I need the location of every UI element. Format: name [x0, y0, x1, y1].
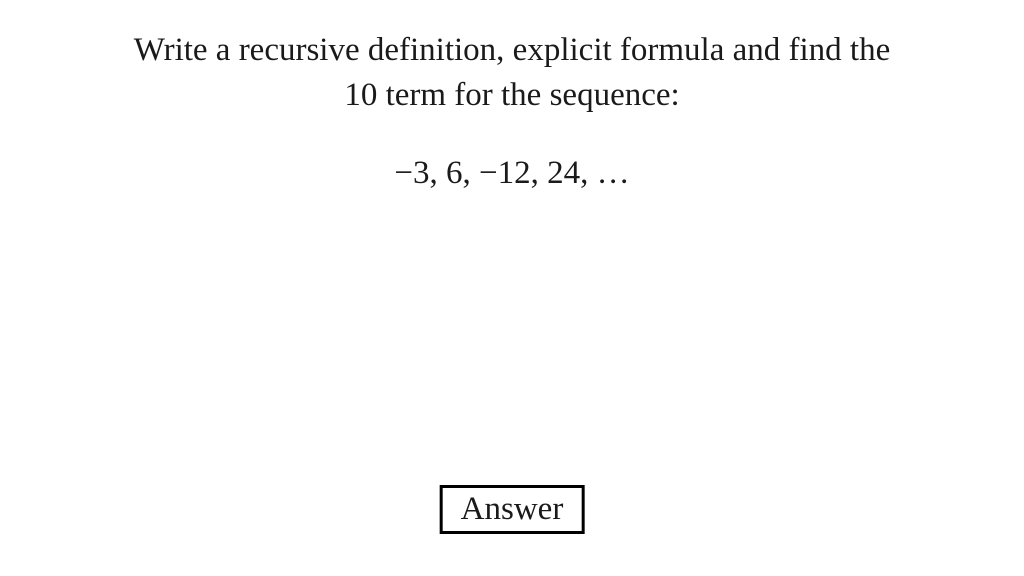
- answer-button-label: Answer: [461, 491, 564, 527]
- problem-prompt: Write a recursive definition, explicit f…: [0, 28, 1024, 117]
- sequence-expression: −3, 6, −12, 24, …: [0, 155, 1024, 192]
- prompt-line-1: Write a recursive definition, explicit f…: [0, 28, 1024, 73]
- answer-button[interactable]: Answer: [440, 485, 585, 534]
- prompt-line-2: 10 term for the sequence:: [0, 73, 1024, 118]
